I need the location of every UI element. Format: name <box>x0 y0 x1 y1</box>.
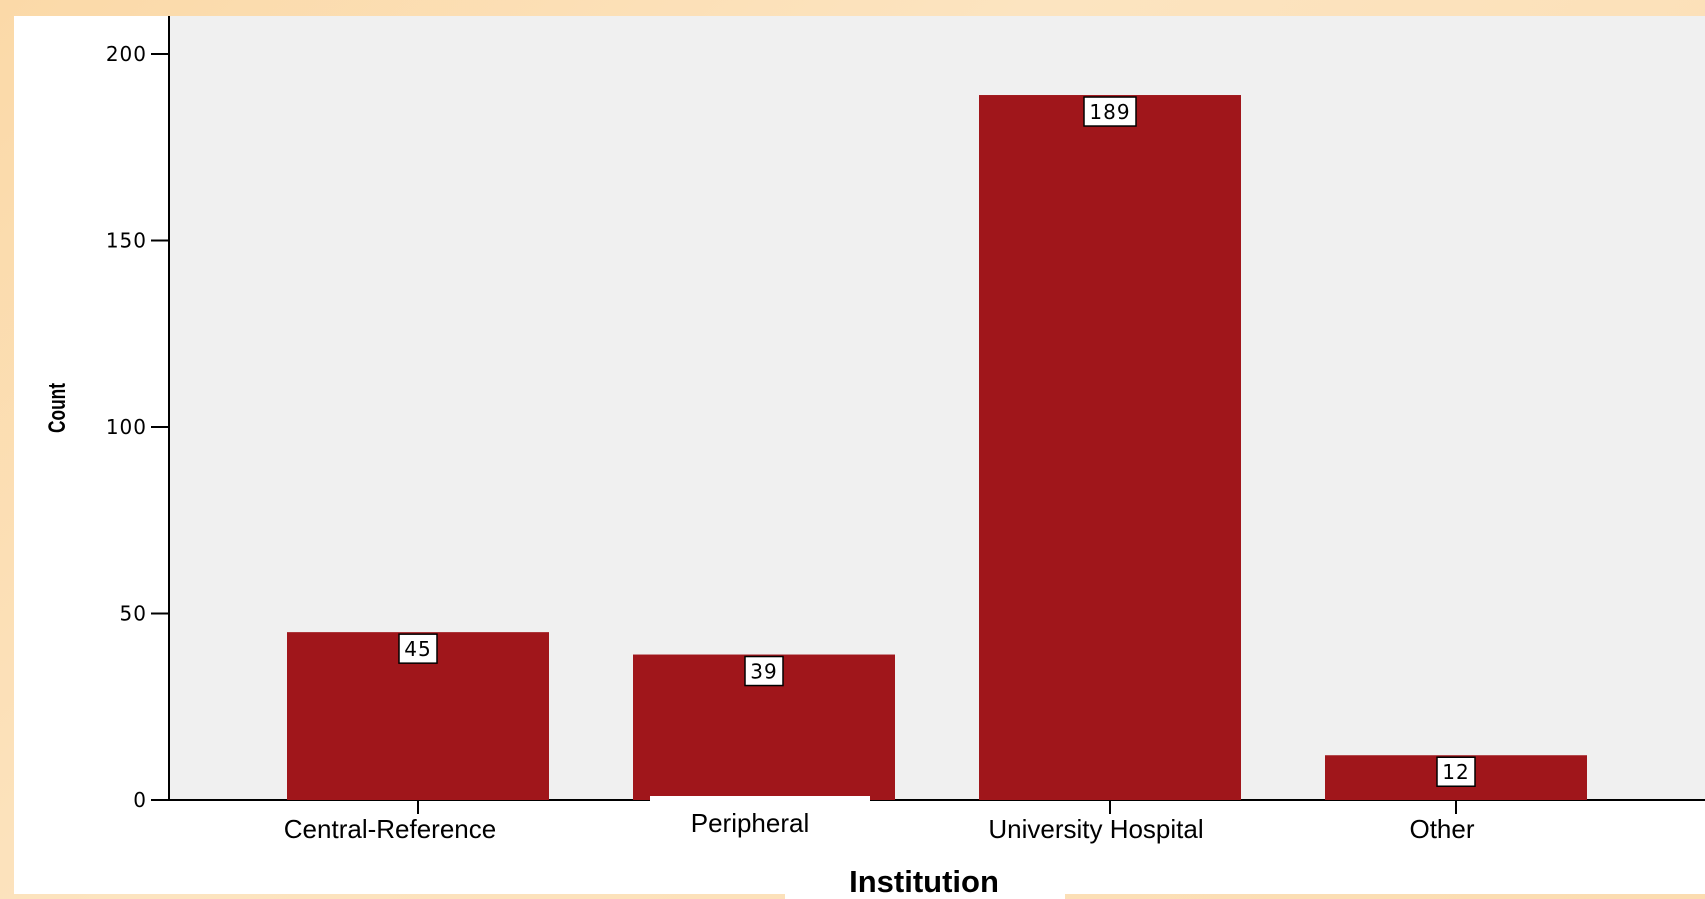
x-axis-label-backdrop <box>785 866 1065 899</box>
category-label-backdrop <box>650 796 870 846</box>
y-tick-label: 50 <box>120 602 147 626</box>
data-label: 12 <box>1436 756 1476 787</box>
data-label-value: 39 <box>750 660 777 684</box>
y-tick-labels: 0 50 100 150 200 <box>106 42 147 812</box>
y-axis-label: Count <box>44 383 70 433</box>
x-tick-label: University Hospital <box>988 814 1203 844</box>
x-tick-label: Central-Reference <box>284 814 496 844</box>
data-label: 189 <box>1083 96 1137 127</box>
category-labels: Central-Reference Peripheral University Ho… <box>284 796 1475 846</box>
data-label-value: 189 <box>1089 100 1130 124</box>
data-labels: 45 39 189 12 <box>398 96 1476 787</box>
bar <box>979 95 1241 800</box>
y-tick-label: 150 <box>106 229 147 253</box>
data-label: 45 <box>398 633 438 664</box>
data-label-box <box>398 633 438 664</box>
data-label-value: 12 <box>1442 760 1469 784</box>
data-label-box <box>1436 756 1476 787</box>
y-tick-label: 0 <box>133 788 147 812</box>
y-tick-label: 200 <box>106 42 147 66</box>
data-label-box <box>1083 96 1137 127</box>
x-axis-label: Institution <box>849 864 999 899</box>
data-label: 39 <box>744 655 784 687</box>
x-tick-label: Other <box>1409 814 1474 844</box>
data-label-box <box>744 655 784 687</box>
data-label-value: 45 <box>404 637 431 661</box>
y-axis <box>151 16 170 801</box>
x-tick-label: Peripheral <box>691 808 810 838</box>
x-axis <box>169 799 1705 814</box>
y-tick-label: 100 <box>106 415 147 439</box>
